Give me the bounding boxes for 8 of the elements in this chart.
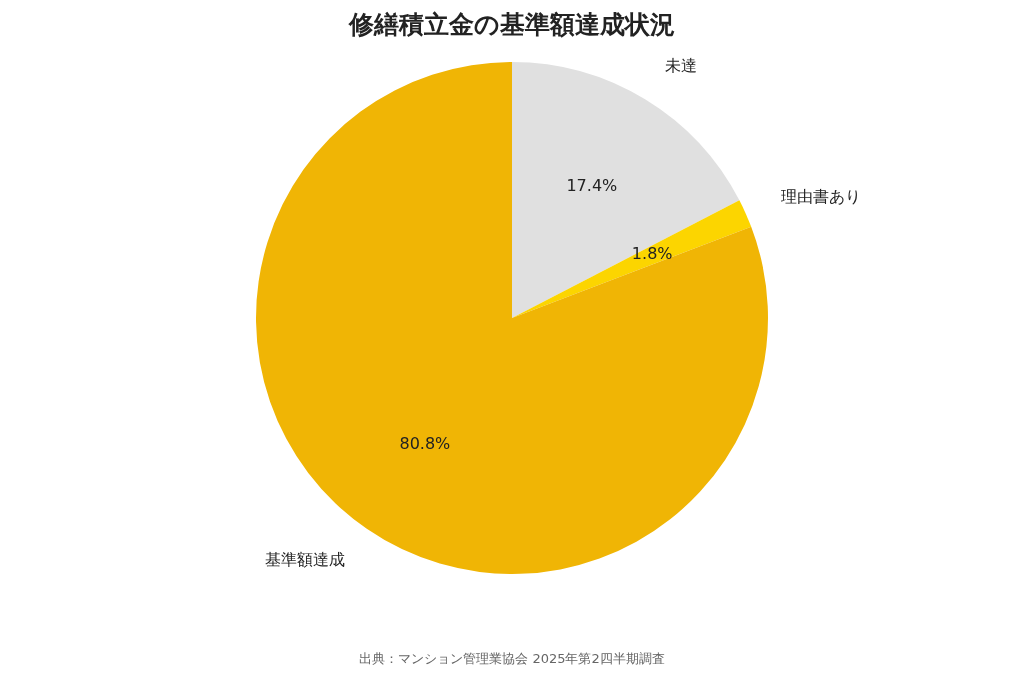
data-label: 80.8% (399, 433, 451, 453)
source-note: 出典：マンション管理業協会 2025年第2四半期調査 (358, 650, 666, 668)
slice-label: 理由書あり (780, 186, 861, 206)
chart-title: 修繕積立金の基準額達成状況 (347, 9, 676, 41)
data-label: 1.8% (631, 244, 673, 264)
slice-label: 未達 (665, 55, 698, 75)
slice-label: 基準額達成 (265, 549, 345, 569)
data-label: 17.4% (566, 175, 618, 195)
